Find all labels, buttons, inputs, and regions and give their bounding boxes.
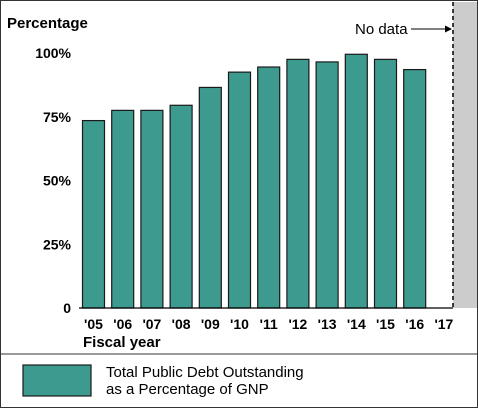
x-tick-label: '09 (201, 316, 220, 332)
bar (227, 71, 252, 309)
x-tick-label: '05 (84, 316, 103, 332)
x-tick-label: '17 (434, 316, 453, 332)
bar (140, 109, 164, 309)
bar (403, 68, 427, 309)
bar (81, 119, 106, 309)
x-tick-label: '14 (347, 316, 366, 332)
y-tick-label: 25% (43, 236, 72, 252)
x-axis-ticks: '05 '06 '07 '08 '09 '10 '11 '12 '13 '14 '15 '16 '17 (84, 316, 454, 332)
x-axis-title: Fiscal year (83, 334, 161, 351)
y-tick-label: 100% (35, 45, 71, 61)
y-tick-label: 75% (43, 109, 72, 125)
bar (315, 61, 339, 309)
y-axis-title: Percentage (7, 15, 88, 32)
legend-label-line-2: as a Percentage of GNP (106, 381, 269, 398)
legend: Total Public Debt Outstanding as a Perce… (22, 364, 304, 398)
y-axis-ticks: 0 25% 50% 75% 100% (35, 45, 71, 316)
bar (344, 53, 368, 309)
bar (257, 66, 281, 309)
bar (111, 109, 135, 309)
x-tick-label: '06 (113, 316, 132, 332)
x-tick-label: '12 (288, 316, 307, 332)
x-tick-label: '13 (318, 316, 337, 332)
no-data-label: No data (355, 21, 408, 38)
x-tick-label: '11 (260, 316, 278, 332)
x-tick-label: '10 (230, 316, 249, 332)
x-tick-label: '08 (172, 316, 191, 332)
bar (198, 86, 222, 309)
bar (286, 58, 310, 309)
bar (373, 58, 398, 309)
bar (169, 104, 193, 309)
legend-label-line-1: Total Public Debt Outstanding (106, 364, 304, 381)
x-tick-label: '15 (376, 316, 395, 332)
x-tick-label: '16 (405, 316, 424, 332)
no-data-region (453, 2, 477, 308)
no-data-arrow-head (445, 25, 452, 33)
y-tick-label: 0 (63, 300, 71, 316)
legend-swatch (22, 364, 92, 397)
bars (81, 53, 427, 309)
y-tick-label: 50% (43, 173, 72, 189)
x-tick-label: '07 (142, 316, 161, 332)
